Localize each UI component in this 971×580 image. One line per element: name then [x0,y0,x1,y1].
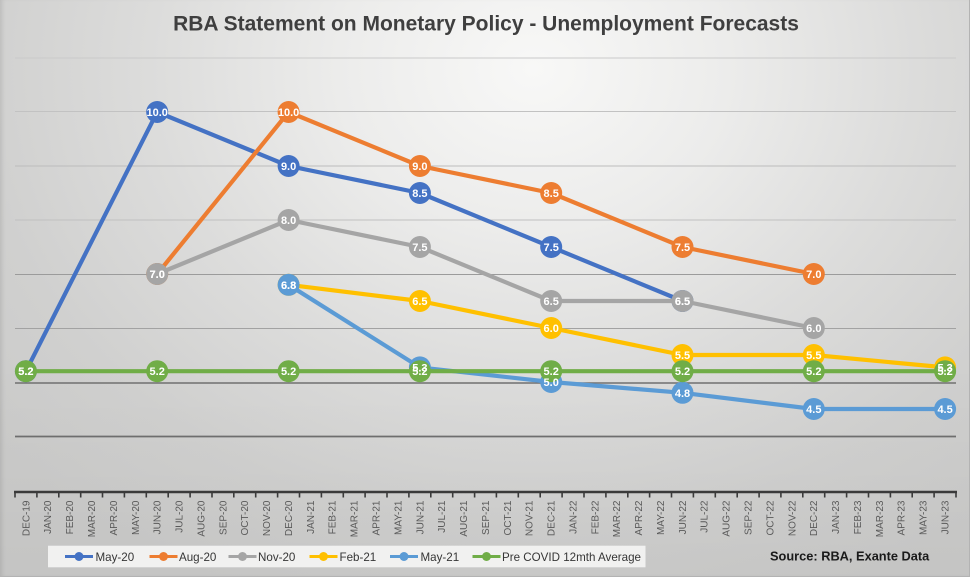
svg-text:10.0: 10.0 [146,107,167,119]
svg-text:JUL-20: JUL-20 [175,500,186,533]
svg-text:6.5: 6.5 [544,296,559,308]
svg-text:10.0: 10.0 [278,107,299,119]
svg-text:8.5: 8.5 [544,188,559,200]
svg-text:NOV-22: NOV-22 [787,500,798,536]
svg-text:9.0: 9.0 [281,161,296,173]
svg-text:JAN-22: JAN-22 [568,500,579,534]
svg-text:5.2: 5.2 [412,366,427,378]
svg-text:APR-21: APR-21 [372,500,383,535]
svg-text:MAY-20: MAY-20 [131,500,142,535]
svg-text:OCT-21: OCT-21 [503,500,514,535]
svg-text:DEC-22: DEC-22 [809,500,820,536]
svg-text:JAN-20: JAN-20 [43,500,54,534]
svg-text:5.3: 5.3 [412,362,427,374]
svg-text:4.8: 4.8 [675,388,690,400]
svg-text:6.5: 6.5 [412,296,427,308]
svg-text:FEB-21: FEB-21 [328,500,339,534]
svg-text:9.0: 9.0 [412,161,427,173]
svg-text:MAY-21: MAY-21 [393,500,404,535]
svg-text:7.5: 7.5 [412,242,427,254]
svg-text:8.0: 8.0 [281,215,296,227]
svg-text:DEC-20: DEC-20 [284,500,295,536]
svg-text:8.5: 8.5 [412,188,427,200]
svg-text:6.0: 6.0 [806,323,821,335]
svg-text:6.8: 6.8 [281,280,296,292]
svg-text:FEB-20: FEB-20 [65,500,76,534]
svg-text:5.2: 5.2 [281,366,296,378]
svg-text:DEC-19: DEC-19 [21,500,32,536]
svg-text:FEB-22: FEB-22 [590,500,601,534]
svg-text:5.3: 5.3 [937,362,952,374]
svg-text:SEP-22: SEP-22 [744,500,755,535]
svg-text:Aug-20: Aug-20 [179,551,216,564]
svg-text:MAR-21: MAR-21 [350,500,361,537]
svg-text:RBA Statement on Monetary Poli: RBA Statement on Monetary Policy - Unemp… [173,13,799,36]
svg-text:6.0: 6.0 [544,323,559,335]
svg-text:DEC-21: DEC-21 [547,500,558,536]
svg-text:APR-22: APR-22 [634,500,645,535]
svg-text:MAR-20: MAR-20 [87,500,98,537]
svg-text:5.2: 5.2 [150,366,165,378]
svg-text:JUL-21: JUL-21 [437,500,448,533]
svg-text:AUG-20: AUG-20 [196,500,207,537]
svg-text:JAN-23: JAN-23 [831,500,842,534]
svg-text:APR-23: APR-23 [897,500,908,535]
svg-text:5.5: 5.5 [806,350,821,362]
svg-text:4.5: 4.5 [806,404,821,416]
svg-text:Source: RBA, Exante Data: Source: RBA, Exante Data [770,549,930,564]
svg-text:JAN-21: JAN-21 [306,500,317,534]
svg-text:MAY-23: MAY-23 [919,500,930,535]
svg-text:SEP-21: SEP-21 [481,500,492,535]
svg-text:4.5: 4.5 [937,404,952,416]
svg-text:NOV-21: NOV-21 [525,500,536,536]
svg-text:MAY-22: MAY-22 [656,500,667,535]
svg-text:7.5: 7.5 [675,242,690,254]
svg-text:MAR-23: MAR-23 [875,500,886,537]
svg-text:AUG-22: AUG-22 [722,500,733,537]
svg-text:6.5: 6.5 [675,296,690,308]
svg-text:Feb-21: Feb-21 [340,551,377,564]
svg-text:Pre COVID 12mth Average: Pre COVID 12mth Average [502,551,641,564]
svg-text:7.0: 7.0 [806,269,821,281]
svg-text:5.2: 5.2 [544,366,559,378]
svg-text:6.5: 6.5 [675,296,690,308]
svg-text:FEB-23: FEB-23 [853,500,864,534]
svg-text:JUN-21: JUN-21 [415,500,426,534]
svg-text:MAR-22: MAR-22 [612,500,623,537]
svg-text:7.5: 7.5 [544,242,559,254]
svg-text:7.0: 7.0 [150,269,165,281]
svg-text:May-21: May-21 [421,551,460,564]
svg-text:5.5: 5.5 [675,350,690,362]
svg-text:NOV-20: NOV-20 [262,500,273,536]
svg-text:JUL-22: JUL-22 [700,500,711,533]
svg-text:5.2: 5.2 [675,366,690,378]
svg-text:May-20: May-20 [96,551,135,564]
svg-text:5.2: 5.2 [937,366,952,378]
svg-text:APR-20: APR-20 [109,500,120,535]
svg-text:6.8: 6.8 [281,280,296,292]
svg-text:JUN-22: JUN-22 [678,500,689,534]
svg-text:OCT-20: OCT-20 [240,500,251,535]
svg-text:7.0: 7.0 [150,269,165,281]
svg-text:5.0: 5.0 [544,377,559,389]
svg-text:OCT-22: OCT-22 [765,500,776,535]
svg-text:AUG-21: AUG-21 [459,500,470,537]
svg-text:JUN-23: JUN-23 [941,500,952,534]
svg-text:JUN-20: JUN-20 [153,500,164,534]
svg-text:SEP-20: SEP-20 [218,500,229,535]
svg-text:Nov-20: Nov-20 [258,551,295,564]
svg-text:5.2: 5.2 [806,366,821,378]
svg-text:5.2: 5.2 [18,366,33,378]
svg-text:5.2: 5.2 [18,366,33,378]
